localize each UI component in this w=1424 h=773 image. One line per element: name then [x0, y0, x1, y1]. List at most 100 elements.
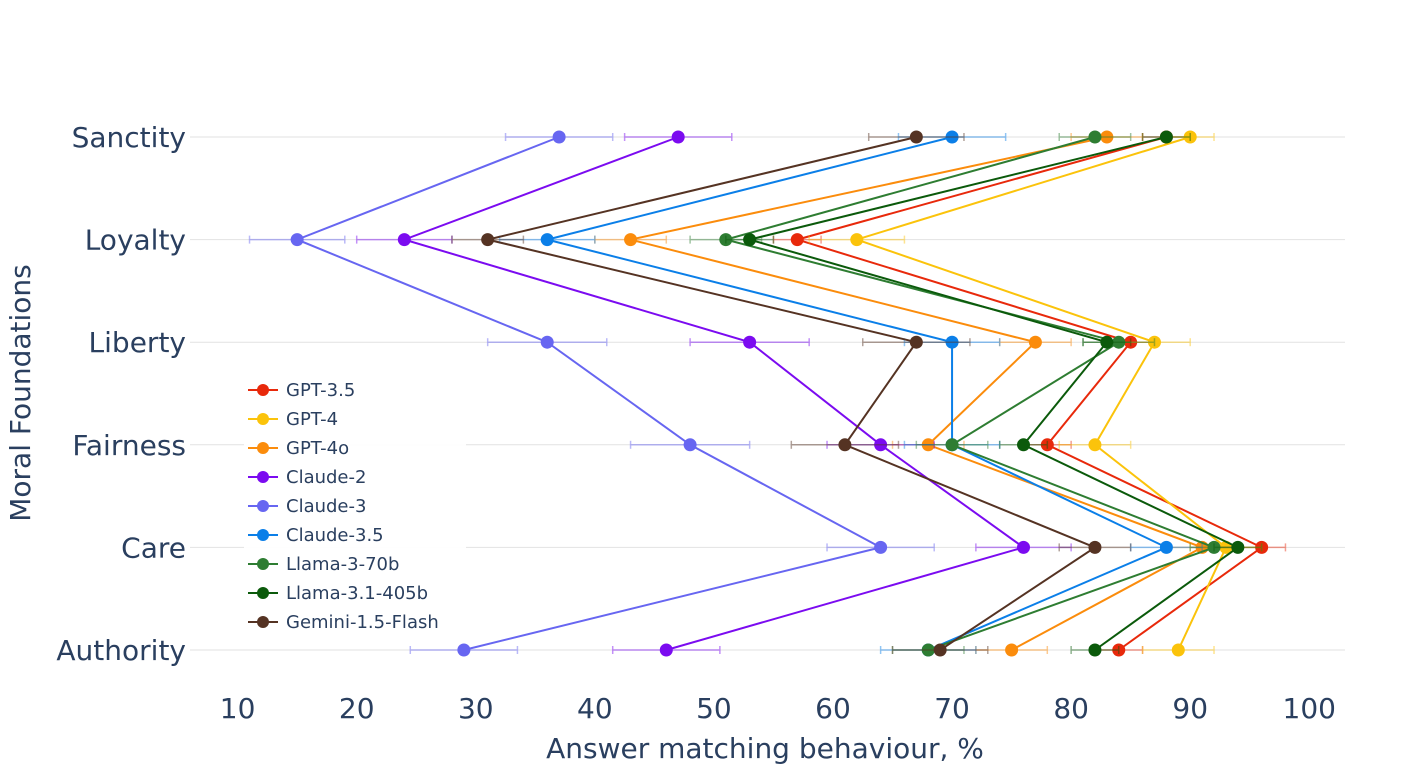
legend-marker [257, 500, 269, 512]
series-line [793, 136, 1264, 651]
data-point [921, 438, 935, 452]
data-point [1017, 540, 1031, 554]
data-point [933, 643, 947, 657]
legend-label: Claude-2 [286, 467, 366, 488]
legend-item-claude-3: Claude-3 [248, 496, 366, 517]
data-point [552, 130, 566, 144]
data-point [743, 335, 757, 349]
x-tick-label: 90 [1172, 692, 1208, 725]
x-axis-title: Answer matching behaviour, % [546, 732, 984, 765]
legend-background [244, 372, 466, 638]
series-line [294, 136, 884, 651]
data-point [790, 233, 804, 247]
tick-layer: Authority Care Fairness Liberty Loyalty Sanct… [56, 121, 1336, 725]
series-claude-2 [355, 130, 1072, 657]
series-gpt-4 [808, 130, 1263, 657]
data-point [1005, 643, 1019, 657]
data-point [1159, 130, 1173, 144]
series-line [745, 136, 1240, 651]
legend-marker [257, 558, 269, 570]
legend-marker [257, 413, 269, 425]
x-tick-label: 100 [1283, 692, 1336, 725]
series-line [487, 136, 1098, 651]
data-point [1183, 130, 1197, 144]
x-tick-label: 50 [696, 692, 732, 725]
data-point [1040, 438, 1054, 452]
series-line [853, 136, 1228, 651]
data-point [945, 335, 959, 349]
data-point [540, 335, 554, 349]
legend-label: Gemini-1.5-Flash [286, 612, 439, 633]
y-tick-label: Loyalty [85, 224, 186, 257]
series-claude-3 [248, 130, 935, 657]
series-layer [248, 130, 1287, 657]
data-point [1088, 130, 1102, 144]
data-point [743, 233, 757, 247]
data-point [1124, 335, 1138, 349]
legend-marker [257, 384, 269, 396]
legend-marker [257, 616, 269, 628]
legend-label: GPT-4o [286, 438, 349, 459]
data-point [909, 130, 923, 144]
x-tick-label: 60 [815, 692, 851, 725]
y-tick-label: Authority [56, 634, 186, 667]
series-gemini-1-5-flash [451, 130, 1132, 657]
data-point [874, 438, 888, 452]
y-tick-label: Liberty [89, 326, 186, 359]
legend-item-gpt-4o: GPT-4o [248, 438, 349, 459]
data-point [659, 643, 673, 657]
data-point [397, 233, 411, 247]
data-point [540, 233, 554, 247]
data-point [624, 233, 638, 247]
data-point [1088, 438, 1102, 452]
data-point [719, 233, 733, 247]
data-point [874, 540, 888, 554]
data-point [838, 438, 852, 452]
data-point [1231, 540, 1245, 554]
legend-item-gpt-4: GPT-4 [248, 409, 338, 430]
legend-label: GPT-4 [286, 409, 338, 430]
series-line [630, 136, 1205, 651]
x-tick-label: 20 [339, 692, 375, 725]
legend-item-claude-2: Claude-2 [248, 467, 366, 488]
legend-label: Claude-3 [286, 496, 366, 517]
data-point [850, 233, 864, 247]
series-llama-3-70b [689, 130, 1239, 657]
x-tick-label: 10 [220, 692, 256, 725]
data-point [1028, 335, 1042, 349]
data-point [945, 130, 959, 144]
series-line [401, 136, 1026, 651]
series-llama-3-1-405b [725, 130, 1263, 657]
series-claude-3-5 [498, 130, 1203, 657]
data-point [1017, 438, 1031, 452]
y-axis-title: Moral Foundations [4, 264, 37, 522]
legend-item-claude-3-5: Claude-3.5 [248, 525, 384, 546]
x-tick-label: 30 [458, 692, 494, 725]
data-point [290, 233, 304, 247]
data-point [1088, 540, 1102, 554]
data-point [1100, 130, 1114, 144]
legend-label: Llama-3.1-405b [286, 583, 428, 604]
legend: GPT-3.5 GPT-4 GPT-4o Claude-2 Claude-3 Claude… [244, 372, 466, 638]
legend-marker [257, 587, 269, 599]
data-point [1112, 335, 1126, 349]
data-point [481, 233, 495, 247]
legend-label: Claude-3.5 [286, 525, 384, 546]
data-point [1112, 643, 1126, 657]
legend-marker [257, 529, 269, 541]
series-gpt-3-5 [772, 130, 1287, 657]
legend-item-gemini-1-5-flash: Gemini-1.5-Flash [248, 612, 439, 633]
legend-item-llama-3-70b: Llama-3-70b [248, 554, 399, 575]
legend-marker [257, 471, 269, 483]
x-tick-label: 40 [577, 692, 613, 725]
x-tick-label: 70 [934, 692, 970, 725]
legend-marker [257, 442, 269, 454]
data-point [1171, 643, 1185, 657]
data-point [1255, 540, 1269, 554]
legend-item-gpt-3-5: GPT-3.5 [248, 380, 355, 401]
data-point [1147, 335, 1161, 349]
y-tick-label: Fairness [72, 429, 186, 462]
x-tick-label: 80 [1053, 692, 1089, 725]
legend-label: GPT-3.5 [286, 380, 355, 401]
